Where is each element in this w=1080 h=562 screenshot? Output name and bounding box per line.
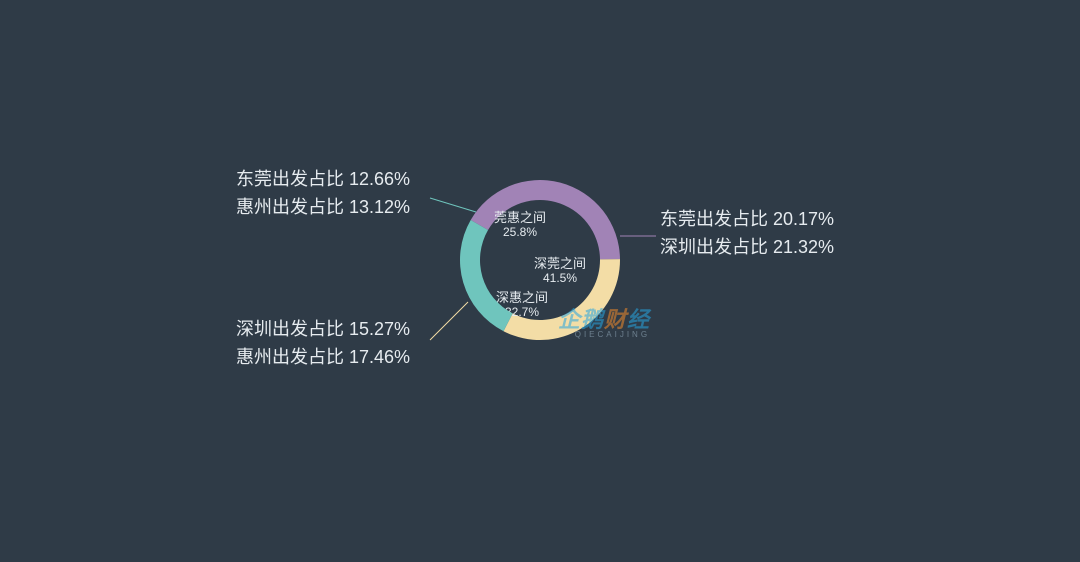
callout-shen_guan: 东莞出发占比 20.17%深圳出发占比 21.32% <box>660 206 834 262</box>
callout-line: 惠州出发占比 13.12% <box>236 194 410 222</box>
callout-line: 东莞出发占比 20.17% <box>660 206 834 234</box>
callout-shen_hui: 深圳出发占比 15.27%惠州出发占比 17.46% <box>236 316 410 372</box>
callout-line: 深圳出发占比 21.32% <box>660 234 834 262</box>
leader-line-guan_hui <box>430 198 476 212</box>
segment-label-shen_hui: 深惠之间 <box>496 290 548 305</box>
callout-line: 深圳出发占比 15.27% <box>236 316 410 344</box>
segment-pct-shen_guan: 41.5% <box>543 271 577 285</box>
chart-stage: 深莞之间41.5%深惠之间32.7%莞惠之间25.8% 东莞出发占比 20.17… <box>0 0 1080 562</box>
callout-line: 东莞出发占比 12.66% <box>236 166 410 194</box>
segment-label-guan_hui: 莞惠之间 <box>494 210 546 225</box>
callout-line: 惠州出发占比 17.46% <box>236 344 410 372</box>
segment-pct-guan_hui: 25.8% <box>503 225 537 239</box>
callout-guan_hui: 东莞出发占比 12.66%惠州出发占比 13.12% <box>236 166 410 222</box>
donut-chart-svg: 深莞之间41.5%深惠之间32.7%莞惠之间25.8% <box>0 0 1080 562</box>
segment-label-shen_guan: 深莞之间 <box>534 256 586 271</box>
leader-line-shen_hui <box>430 302 468 340</box>
